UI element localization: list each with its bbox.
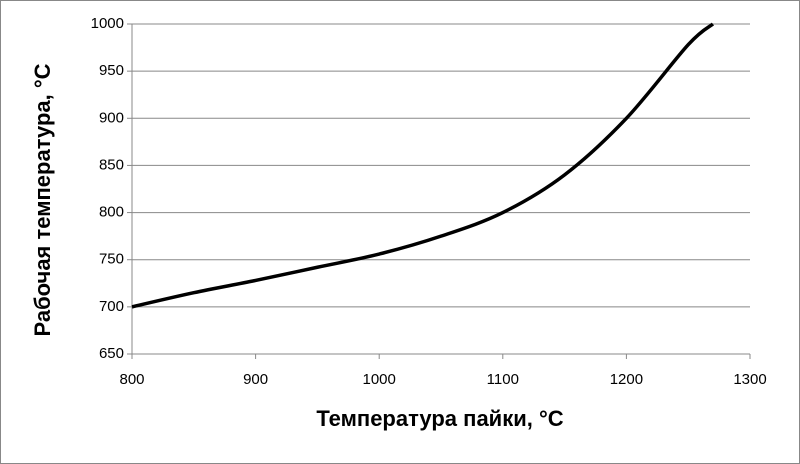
x-tick-label: 1300 (733, 371, 766, 388)
x-tick-label: 1100 (487, 371, 519, 388)
x-tick-label: 800 (119, 371, 144, 388)
x-axis-title: Температура пайки, °С (316, 406, 563, 431)
y-tick-label: 900 (99, 109, 124, 126)
y-tick-label: 650 (99, 345, 124, 362)
y-tick-label: 1000 (91, 15, 124, 32)
x-tick-label: 900 (243, 371, 268, 388)
x-tick-label: 1000 (363, 371, 396, 388)
y-tick-label: 850 (99, 156, 124, 173)
line (131, 22, 715, 309)
x-tick-label: 1200 (610, 371, 643, 388)
y-tick-label: 700 (99, 298, 124, 315)
y-tick-label: 950 (99, 62, 124, 79)
y-tick-label: 800 (99, 204, 124, 221)
y-axis-title: Рабочая температура, °С (30, 63, 55, 336)
y-tick-label: 750 (99, 251, 124, 268)
